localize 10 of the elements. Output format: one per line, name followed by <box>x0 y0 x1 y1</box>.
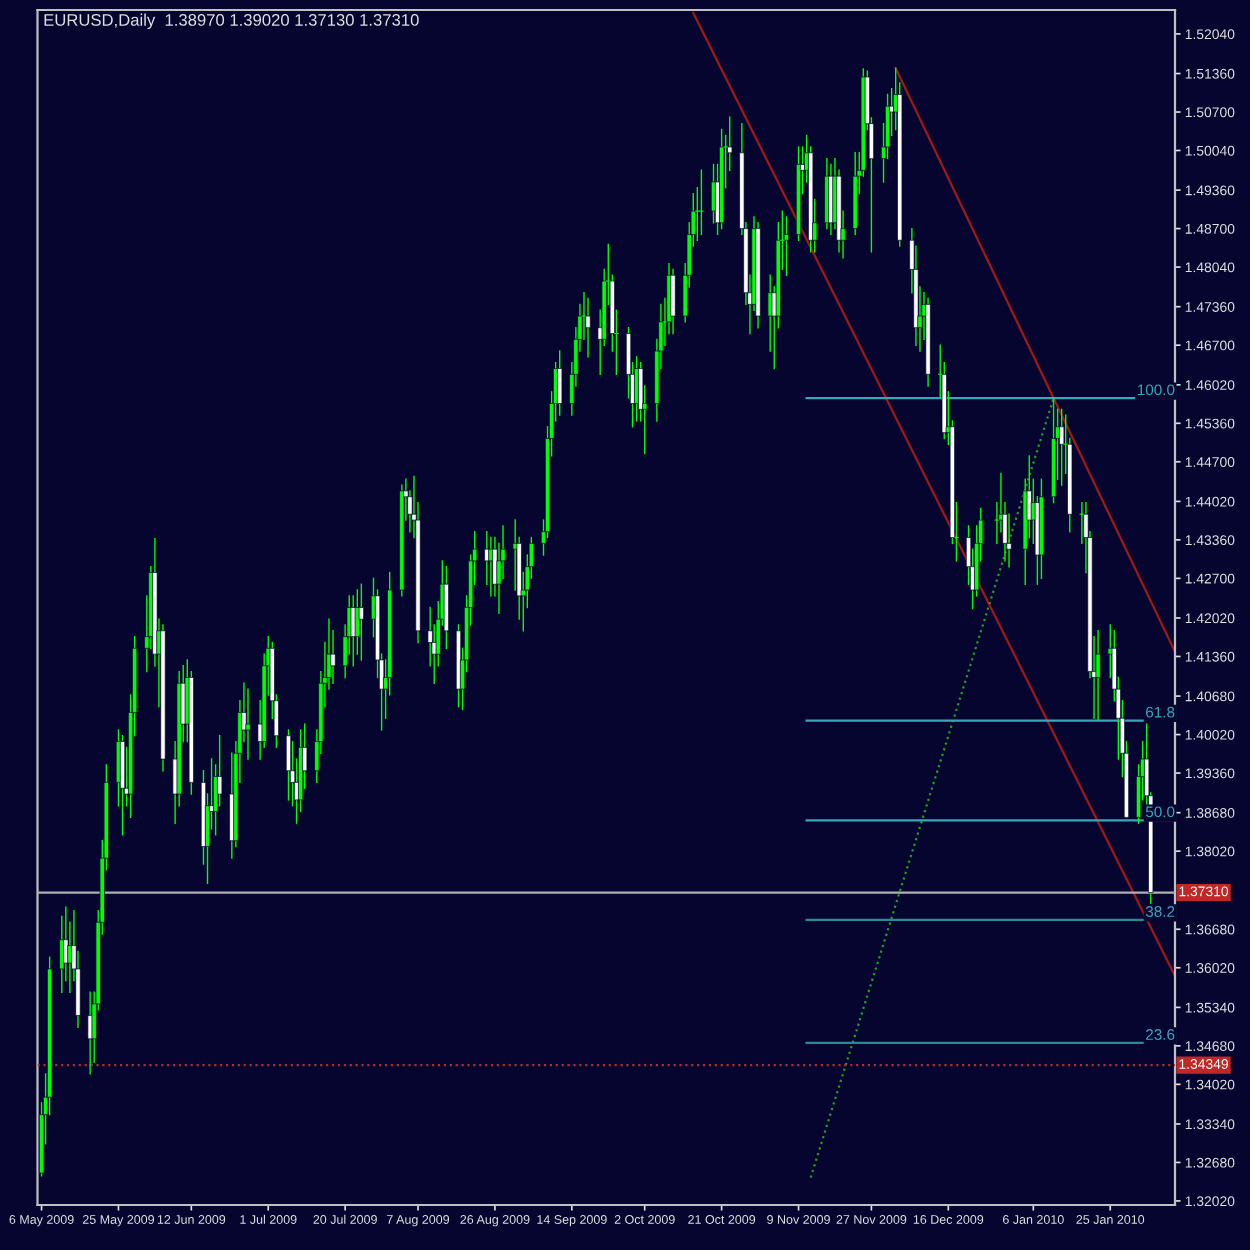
candlestick <box>698 169 704 236</box>
candlestick <box>358 583 364 661</box>
candlestick <box>783 216 789 276</box>
candlestick <box>585 297 591 358</box>
candlestick <box>670 268 676 335</box>
chart-title: EURUSD,Daily 1.38970 1.39020 1.37130 1.37310 <box>44 13 419 30</box>
candlestick <box>443 566 449 649</box>
candlestick <box>557 350 563 416</box>
candlestick <box>245 688 251 760</box>
candlestick <box>285 729 292 801</box>
